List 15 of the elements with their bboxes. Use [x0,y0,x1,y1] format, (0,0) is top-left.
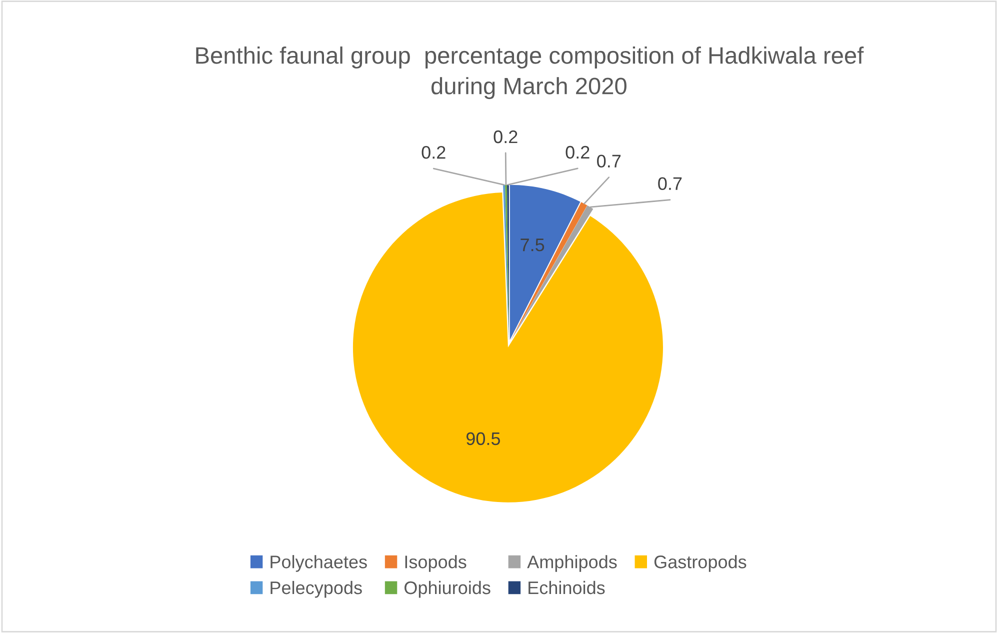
legend-label: Ophiuroids [404,580,490,598]
data-label: 0.2 [494,130,518,144]
data-label: 90.5 [466,432,500,446]
legend-label: Isopods [405,555,466,572]
legend-label: Gastropods [654,555,746,572]
data-label: 7.5 [520,238,544,252]
legend-label: Amphipods [527,555,617,572]
data-label: 0.7 [597,154,621,168]
legend-label: Echinoids [528,580,605,594]
data-label: 0.2 [422,146,446,159]
chart-title: Benthic faunal group percentage composition of Hadkiwala reef during March 2020 [196,46,864,100]
legend-label: Polychaetes [270,555,367,572]
data-label: 0.2 [566,146,590,159]
legend-label: Pelecypods [270,580,362,598]
data-label: 0.7 [658,177,682,190]
